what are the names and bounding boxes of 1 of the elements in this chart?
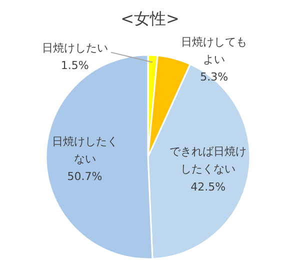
- title: <女性>: [120, 9, 180, 28]
